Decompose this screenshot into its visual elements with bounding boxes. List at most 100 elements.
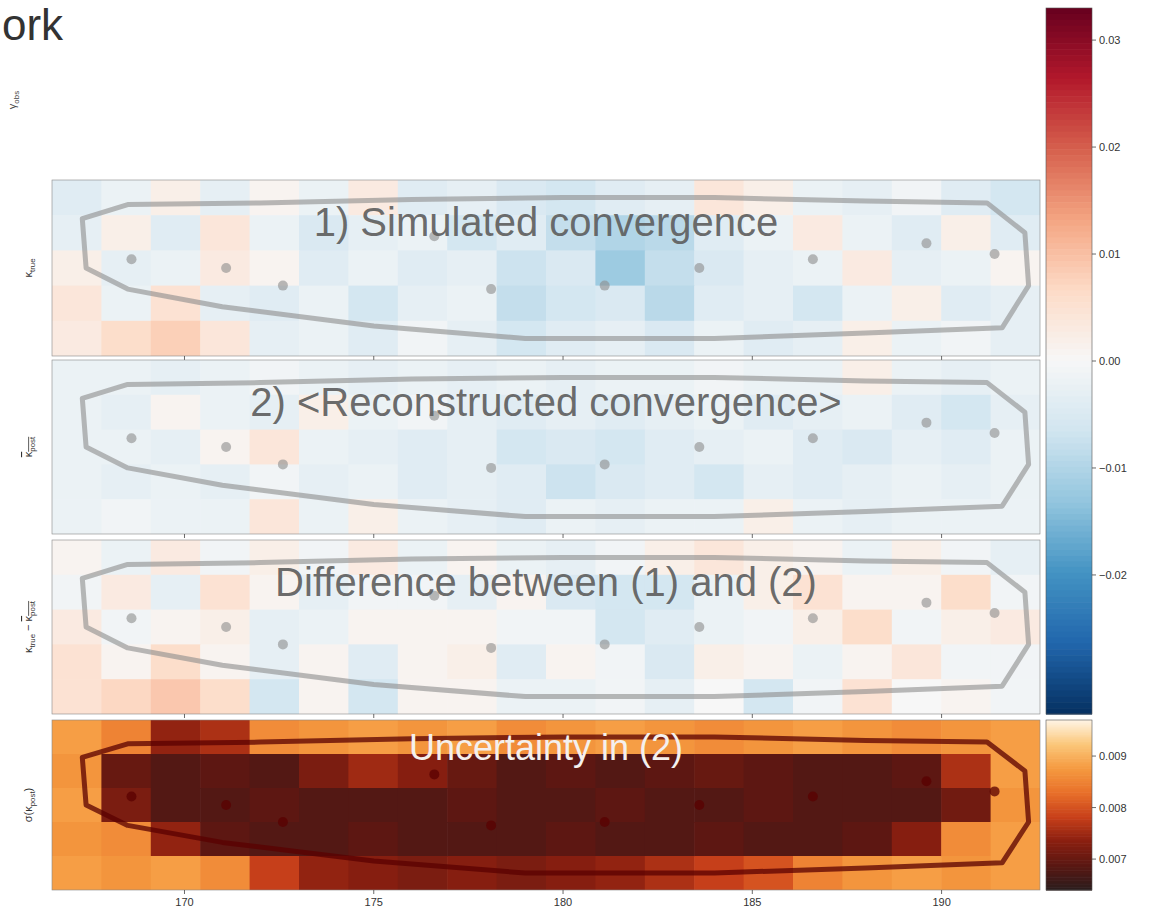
colorbar-strip: [1046, 508, 1092, 514]
cell: [793, 250, 843, 286]
cell: [250, 856, 300, 890]
x-tick: [752, 890, 753, 894]
colorbar-strip: [1046, 343, 1092, 349]
cell: [101, 321, 151, 356]
footprint-outline: [82, 377, 1028, 516]
mask-hole: [808, 792, 818, 802]
cell: [941, 464, 991, 499]
colorbar-tick: [1092, 361, 1096, 362]
colorbar-tick: [1092, 574, 1096, 575]
cell: [250, 754, 300, 789]
colorbar-strip: [1046, 549, 1092, 555]
x-tick: [184, 714, 185, 718]
cell: [842, 395, 892, 430]
cell: [250, 180, 300, 216]
cell: [793, 610, 843, 645]
cell: [398, 610, 448, 645]
cell: [991, 395, 1040, 430]
cell: [744, 286, 794, 322]
colorbar-strip: [1046, 332, 1092, 338]
colorbar-tick-label: −0.02: [1099, 569, 1127, 581]
x-tick: [752, 714, 753, 718]
colorbar-strip: [1046, 532, 1092, 538]
colorbar-strip: [1046, 367, 1092, 373]
cell: [250, 250, 300, 286]
cell: [941, 610, 991, 645]
cell: [250, 430, 300, 465]
colorbar-strip: [1046, 161, 1092, 167]
colorbar-strip: [1046, 596, 1092, 602]
colorbar-strip: [1046, 90, 1092, 96]
cell: [892, 395, 942, 430]
cell: [892, 430, 942, 465]
cell: [200, 215, 250, 251]
colorbar-strip: [1046, 543, 1092, 549]
cell: [991, 215, 1040, 251]
cell: [200, 788, 250, 823]
cell: [348, 250, 398, 286]
colorbar-tick: [1092, 467, 1096, 468]
cell: [892, 250, 942, 286]
panel-annotation: 1) Simulated convergence: [314, 200, 779, 244]
colorbar-strip: [1046, 37, 1092, 43]
colorbar-strip: [1046, 261, 1092, 267]
cell: [52, 540, 102, 575]
cell: [200, 610, 250, 645]
cell: [595, 610, 645, 645]
cell: [645, 430, 695, 465]
cell: [645, 464, 695, 499]
colorbar-strip: [1046, 514, 1092, 520]
cell: [694, 644, 744, 679]
colorbar-strip: [1046, 538, 1092, 544]
x-tick: [563, 534, 564, 538]
cell: [250, 499, 300, 534]
cell: [299, 499, 349, 534]
cell: [744, 610, 794, 645]
cell: [941, 215, 991, 251]
cell: [52, 430, 102, 465]
cell: [546, 286, 596, 322]
cell: [842, 286, 892, 322]
cell: [793, 286, 843, 322]
colorbar-strip: [1046, 314, 1092, 320]
cell: [793, 754, 843, 789]
colorbar-strip: [1046, 290, 1092, 296]
colorbar-tick-label: 0.00: [1099, 355, 1120, 367]
cell: [793, 856, 843, 890]
cell: [497, 430, 547, 465]
colorbar-strip: [1046, 685, 1092, 691]
cell: [200, 540, 250, 575]
mask-hole: [221, 442, 231, 452]
hidden-panel-ylabel: γobs​: [6, 91, 21, 109]
cell: [793, 499, 843, 534]
footprint-outline: [82, 557, 1028, 696]
cell: [151, 610, 201, 645]
colorbar-strip: [1046, 279, 1092, 285]
cell: [892, 610, 942, 645]
cell: [299, 250, 349, 286]
colorbar-strip: [1046, 326, 1092, 332]
cell: [200, 395, 250, 430]
colorbar-strip: [1046, 443, 1092, 449]
mask-hole: [808, 613, 818, 623]
mask-hole: [921, 776, 931, 786]
colorbar-strip: [1046, 337, 1092, 343]
colorbar-strip: [1046, 573, 1092, 579]
cell: [842, 464, 892, 499]
cell: [52, 679, 102, 714]
cell: [941, 430, 991, 465]
cell: [447, 250, 497, 286]
cell: [398, 679, 448, 714]
cell: [793, 215, 843, 251]
x-tick-label: 170: [175, 896, 193, 908]
cell: [941, 540, 991, 575]
colorbar-strip: [1046, 120, 1092, 126]
cell: [447, 679, 497, 714]
x-tick: [184, 890, 185, 894]
colorbar-strip: [1046, 296, 1092, 302]
cell: [101, 856, 151, 890]
cell: [52, 180, 102, 216]
panel-frame: [52, 540, 1040, 714]
cell: [299, 754, 349, 789]
cell: [892, 575, 942, 610]
